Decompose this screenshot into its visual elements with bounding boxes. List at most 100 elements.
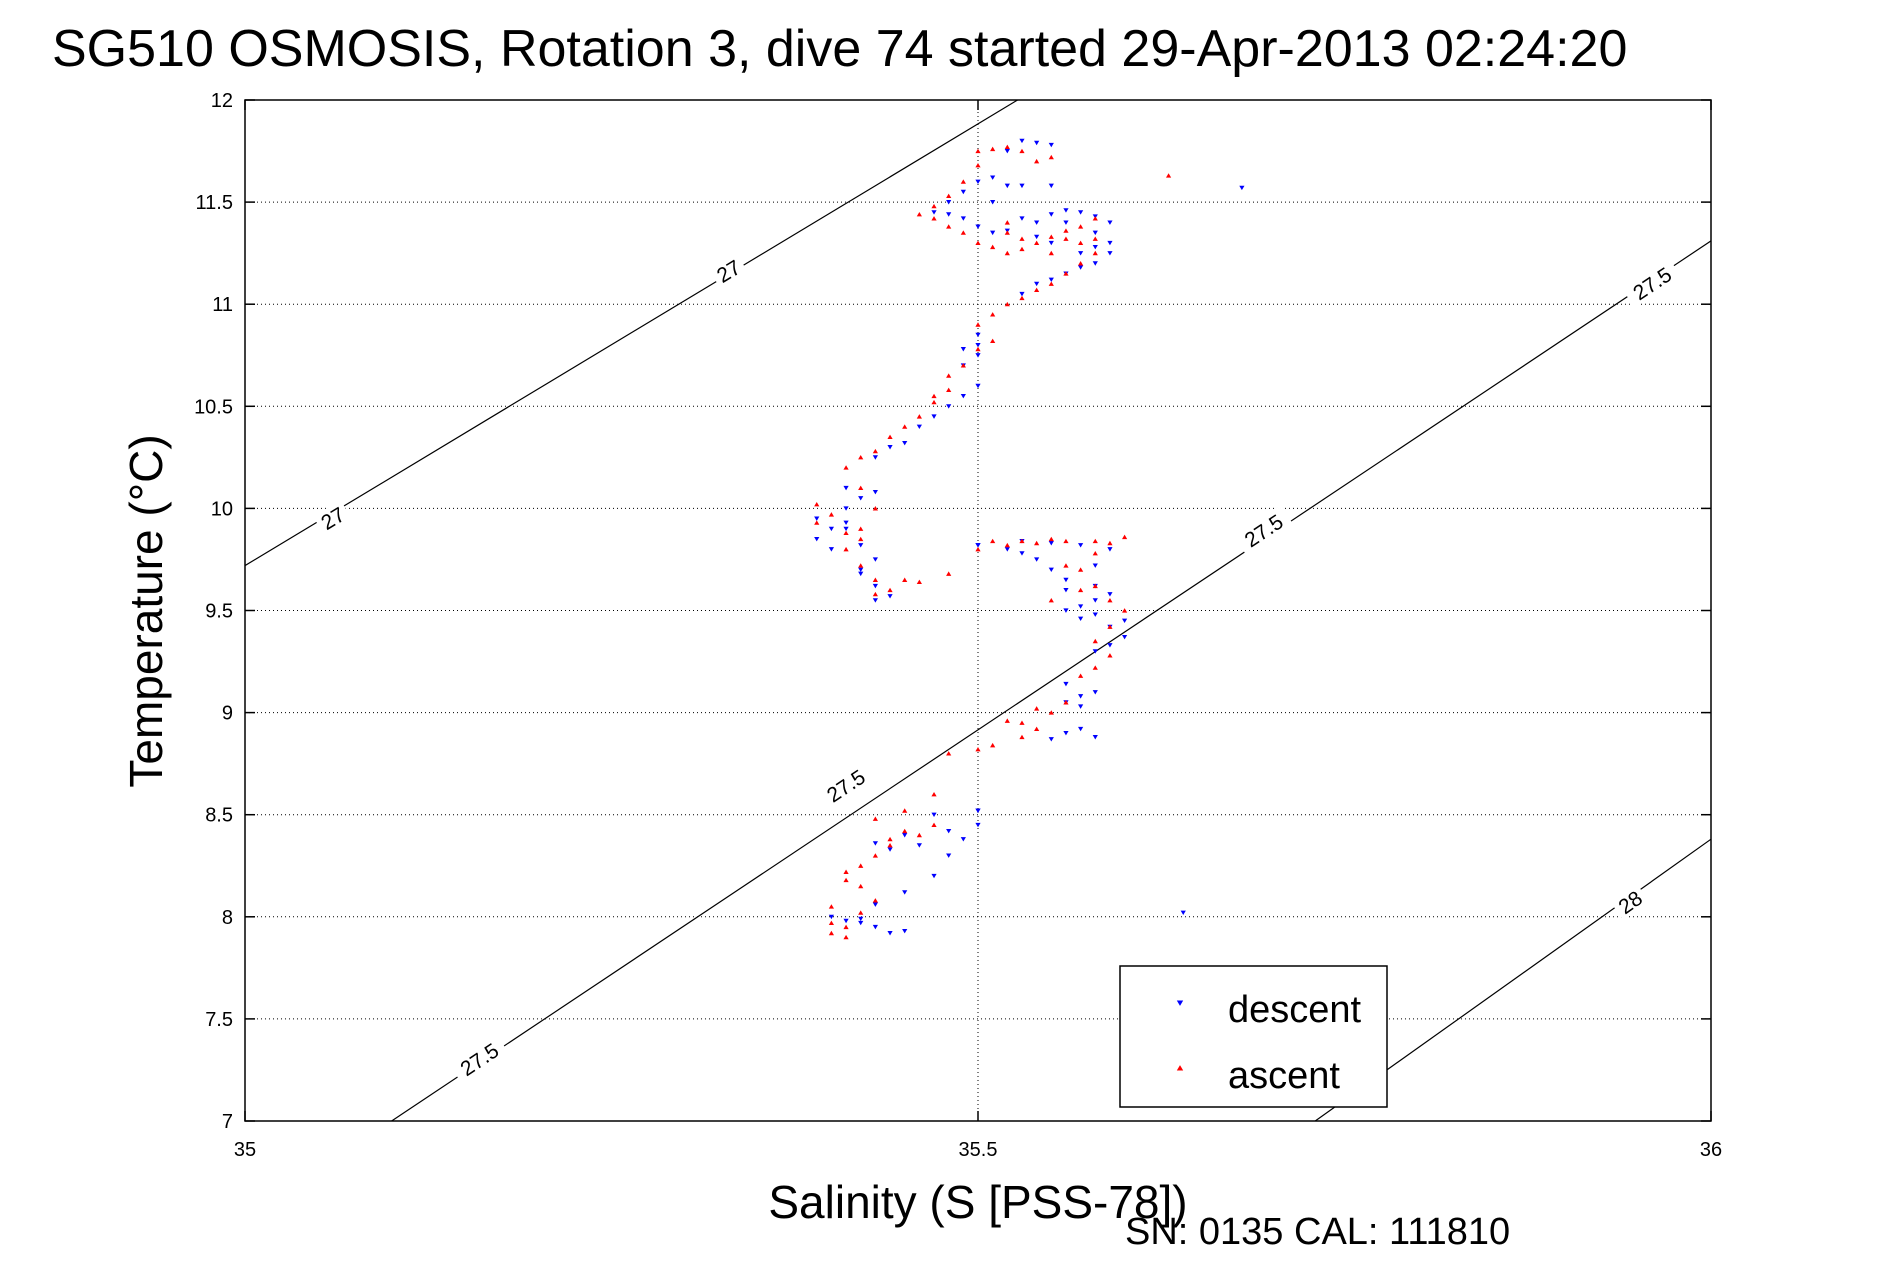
descent-point <box>1048 277 1054 283</box>
descent-point <box>1122 634 1128 640</box>
ascent-point <box>1078 261 1084 266</box>
ascent-point <box>931 393 937 399</box>
ascent-point <box>975 346 981 352</box>
x-axis-label: Salinity (S [PSS-78]) <box>768 1176 1187 1228</box>
descent-point <box>1092 598 1098 603</box>
x-tick-label: 36 <box>1700 1139 1722 1161</box>
ascent-point <box>858 883 864 889</box>
descent-point <box>1063 608 1069 613</box>
descent-point <box>1048 567 1054 572</box>
descent-point <box>887 594 893 599</box>
ascent-point <box>1034 726 1040 732</box>
ascent-point <box>1092 583 1098 589</box>
y-tick-label: 7.5 <box>205 1009 233 1031</box>
ascent-point <box>990 146 996 152</box>
ascent-point <box>1019 538 1025 544</box>
descent-point <box>1063 681 1069 687</box>
ascent-point <box>975 322 981 327</box>
descent-point <box>1019 291 1025 297</box>
ascent-point <box>916 579 922 584</box>
descent-point <box>960 347 966 352</box>
ascent-point <box>1122 534 1128 540</box>
ascent-point <box>1107 624 1113 629</box>
descent-point <box>990 200 996 205</box>
descent-point <box>902 890 908 895</box>
ascent-point <box>887 434 893 440</box>
x-tick-label: 35 <box>234 1139 256 1161</box>
descent-point <box>1019 551 1025 556</box>
descent-point <box>902 929 908 934</box>
descent-point <box>887 445 893 450</box>
ascent-point <box>1092 538 1098 544</box>
ascent-point <box>1019 734 1025 740</box>
ascent-point <box>931 216 937 221</box>
ascent-point <box>960 179 966 184</box>
descent-point <box>1004 148 1010 154</box>
descent-point <box>843 506 849 511</box>
descent-point <box>946 212 952 217</box>
descent-point <box>946 853 952 858</box>
ascent-point <box>828 930 834 936</box>
legend-label-descent: descent <box>1228 989 1362 1031</box>
ascent-point <box>1004 542 1010 548</box>
descent-point <box>1092 244 1098 250</box>
y-tick-label: 10 <box>211 498 233 520</box>
ascent-point <box>1063 228 1069 233</box>
descent-point <box>1078 616 1084 622</box>
descent-point <box>960 216 966 221</box>
descent-point <box>1092 612 1098 617</box>
descent-point <box>843 918 849 924</box>
descent-point <box>960 837 966 842</box>
ascent-point <box>872 853 878 858</box>
descent-point <box>1078 210 1084 215</box>
ascent-point <box>916 832 922 838</box>
ascent-point <box>1063 271 1069 276</box>
descent-point <box>975 332 981 338</box>
descent-point <box>843 485 849 491</box>
descent-point <box>902 440 908 446</box>
density-contour-line <box>391 240 1711 1121</box>
density-contour-label: 27.5 <box>1233 505 1293 555</box>
descent-point <box>1078 694 1084 699</box>
descent-point <box>975 342 981 348</box>
data-points <box>814 138 1245 940</box>
ascent-point <box>960 230 966 235</box>
ascent-point <box>975 163 981 168</box>
descent-point <box>946 404 952 409</box>
x-axis-ticks: 35 35.5 36 <box>234 100 1722 1161</box>
descent-point <box>1048 240 1054 246</box>
ascent-point <box>1019 720 1025 725</box>
ascent-point <box>1165 173 1172 178</box>
descent-point <box>1092 649 1098 654</box>
descent-point <box>931 414 937 419</box>
ascent-point <box>1048 250 1054 256</box>
descent-point <box>1107 643 1113 648</box>
ascent-point <box>1092 638 1098 644</box>
ascent-point <box>1034 240 1040 246</box>
ascent-point <box>1004 301 1010 307</box>
ascent-point <box>1092 216 1098 221</box>
descent-point <box>1078 251 1084 256</box>
ascent-point <box>1004 144 1010 150</box>
ascent-point <box>1092 250 1098 256</box>
y-axis-label: Temperature (°C) <box>120 434 172 787</box>
descent-point <box>872 598 878 603</box>
ascent-point <box>1092 550 1098 556</box>
ascent-point <box>931 203 937 209</box>
descent-point <box>990 175 996 180</box>
descent-point <box>872 583 878 589</box>
descent-point <box>1239 185 1245 191</box>
ascent-point <box>902 808 908 813</box>
descent-point <box>1019 138 1025 144</box>
ascent-point <box>887 587 893 593</box>
descent-point <box>1063 220 1069 225</box>
descent-point <box>1048 212 1054 217</box>
y-tick-label: 8.5 <box>205 805 233 827</box>
descent-point <box>916 843 922 848</box>
ascent-point <box>858 526 864 531</box>
ascent-point <box>843 934 849 940</box>
ascent-point <box>1078 567 1084 572</box>
ascent-point <box>1063 538 1069 544</box>
descent-legend-marker <box>1176 1000 1184 1006</box>
